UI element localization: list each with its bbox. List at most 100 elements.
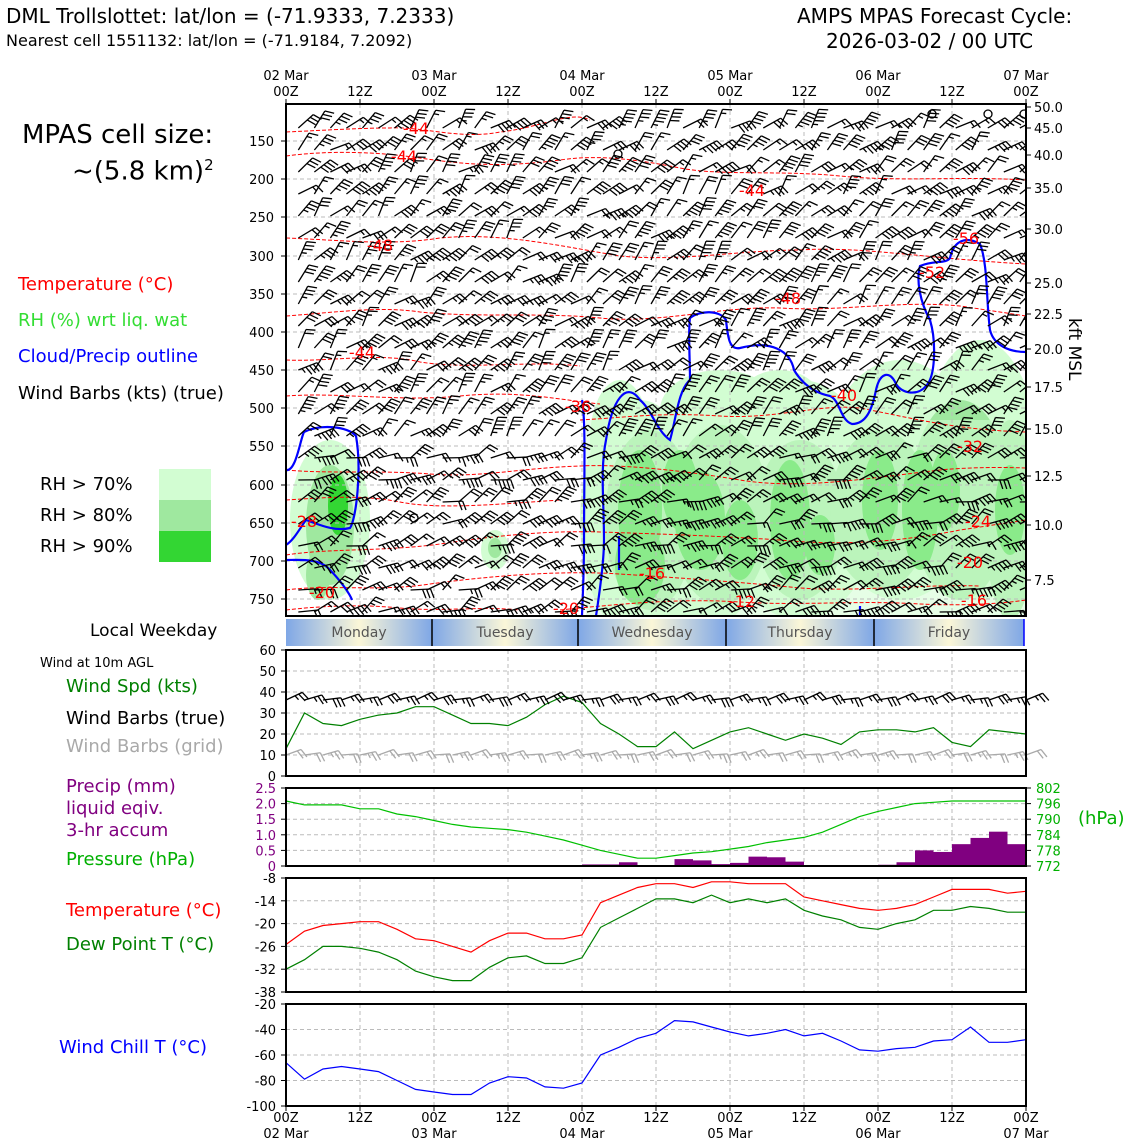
barb-flag: [430, 318, 441, 323]
barb-flag: [344, 553, 354, 559]
wind-barb: [618, 375, 641, 393]
barb-staff: [554, 446, 572, 459]
barb-flag: [520, 311, 530, 317]
wind-barb: [874, 396, 897, 415]
barb-flag: [504, 273, 513, 281]
barb-half-flag: [658, 135, 665, 139]
barb-staff: [923, 109, 932, 129]
wind-barb: [345, 399, 370, 415]
barb-flag: [825, 245, 835, 251]
barb-flag: [948, 377, 958, 382]
barb-half-flag: [712, 604, 718, 609]
barb-flag: [320, 200, 331, 204]
barb-flag: [854, 520, 861, 530]
barb-half-flag: [692, 274, 698, 279]
barb-flag: [647, 492, 657, 500]
barb-flag: [837, 313, 848, 319]
wind-barb: [410, 353, 432, 371]
temperature-contour: [286, 236, 1026, 265]
wind-barb: [666, 108, 684, 129]
barb-flag: [660, 268, 671, 274]
barb-flag: [341, 578, 351, 584]
barb-flag: [821, 165, 830, 173]
barb-flag: [339, 395, 350, 399]
barb-flag: [861, 317, 869, 325]
barb-staff: [313, 110, 326, 129]
barb-flag: [936, 339, 945, 347]
barb-flag: [890, 542, 897, 552]
barb-half-flag: [947, 558, 953, 562]
barb-flag: [402, 399, 413, 404]
wind-barb: [554, 531, 579, 547]
barb-flag: [708, 356, 718, 361]
barb-flag: [347, 601, 356, 610]
wind-barb: [490, 201, 514, 217]
barb-flag: [332, 473, 340, 482]
barb-flag: [604, 229, 613, 238]
barb-half-flag: [935, 601, 941, 606]
barb-flag: [762, 268, 771, 275]
wind-barb: [426, 178, 449, 195]
barb-half-flag: [344, 144, 350, 149]
barb-flag: [616, 420, 626, 427]
barb-flag: [881, 244, 891, 247]
wind-barb: [586, 287, 609, 305]
barb-flag: [368, 270, 378, 274]
wind-barb: [538, 293, 564, 305]
wind-barb: [393, 263, 414, 283]
barb-flag: [501, 203, 511, 210]
wind-barb: [762, 328, 780, 349]
barb-flag: [755, 294, 765, 300]
barb-flag: [846, 522, 852, 532]
barb-flag: [922, 576, 932, 583]
barb-flag: [543, 165, 554, 171]
wind-barb: [442, 221, 465, 239]
barb-flag: [417, 256, 425, 264]
barb-flag: [409, 114, 419, 121]
barb-half-flag: [469, 270, 475, 274]
barb-flag: [802, 388, 810, 397]
barb-half-flag: [781, 168, 787, 172]
barb-half-flag: [673, 409, 679, 415]
barb-flag: [694, 521, 701, 530]
barb-half-flag: [449, 541, 454, 547]
barb-flag: [771, 399, 781, 403]
barb-staff: [522, 314, 541, 327]
barb-flag: [393, 563, 400, 573]
barb-flag: [946, 190, 954, 199]
barb-flag: [393, 479, 399, 489]
barb-flag: [790, 478, 796, 488]
barb-flag: [682, 357, 692, 364]
barb-flag: [492, 560, 500, 569]
barb-flag: [787, 206, 797, 213]
barb-flag: [338, 515, 348, 521]
wind-barb: [843, 251, 869, 262]
barb-flag: [483, 295, 493, 302]
barb-flag: [358, 183, 368, 190]
barb-flag: [389, 541, 397, 551]
barb-flag: [536, 516, 545, 525]
wind-barb: [538, 537, 565, 548]
barb-staff: [698, 286, 711, 305]
barb-half-flag: [757, 159, 763, 163]
wind-barb: [730, 247, 756, 261]
barb-flag: [528, 210, 538, 218]
barb-flag: [885, 308, 896, 312]
barb-flag: [666, 489, 676, 496]
barb-flag: [346, 468, 356, 476]
barb-flag: [485, 490, 495, 496]
wind-barb: [506, 153, 525, 173]
barb-flag: [702, 207, 712, 211]
barb-flag: [545, 278, 553, 287]
wind-barb: [297, 132, 319, 151]
wind-barb: [618, 313, 644, 328]
barb-flag: [325, 431, 333, 440]
barb-flag: [500, 362, 509, 370]
barb-flag: [909, 185, 917, 194]
barb-staff: [682, 118, 702, 129]
barb-staff: [827, 357, 844, 371]
barb-flag: [627, 329, 638, 332]
wind-barb: [634, 220, 656, 239]
barb-flag: [951, 160, 961, 167]
wind-barb: [474, 470, 500, 481]
